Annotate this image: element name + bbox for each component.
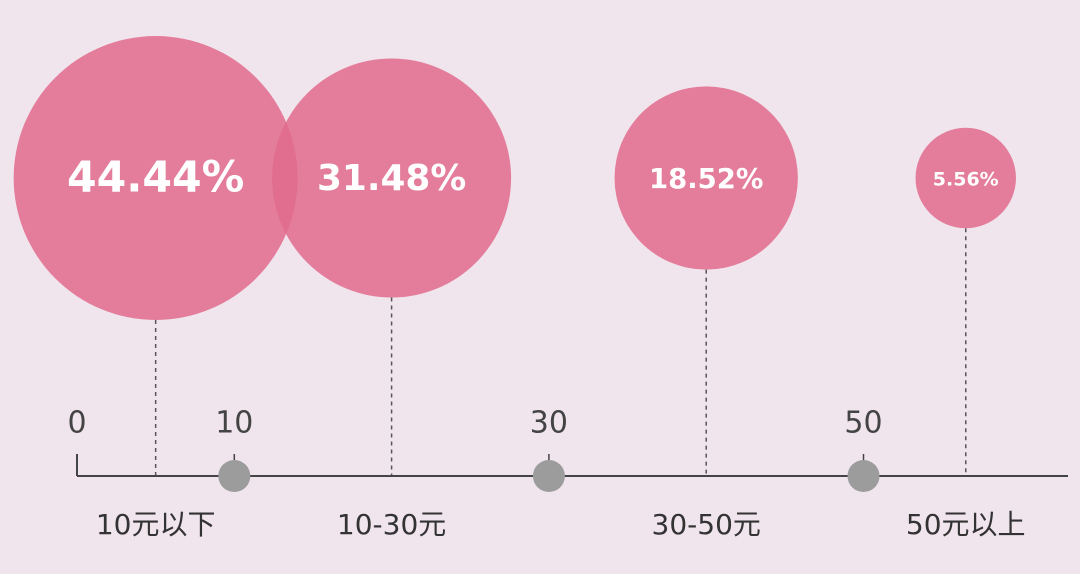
bubble [272, 58, 512, 298]
x-tick-label: 10 [215, 406, 253, 441]
value-label: 5.56% [933, 169, 999, 191]
category-label: 30-50元 [652, 508, 761, 541]
value-label: 18.52% [649, 163, 763, 195]
bubble [614, 86, 798, 270]
value-label: 44.44% [67, 153, 244, 203]
x-tick-label: 0 [67, 406, 86, 441]
category-label: 10-30元 [337, 508, 446, 541]
bubble [13, 36, 298, 320]
category-label: 50元以上 [906, 508, 1026, 541]
x-tick-label: 50 [844, 406, 882, 441]
value-label: 31.48% [317, 158, 466, 199]
x-tick-label: 30 [530, 406, 568, 441]
tick-dot [847, 460, 880, 492]
bubble [915, 127, 1016, 229]
tick-dot [532, 460, 565, 492]
category-label: 10元以下 [96, 508, 216, 541]
tick-dot [218, 460, 251, 492]
